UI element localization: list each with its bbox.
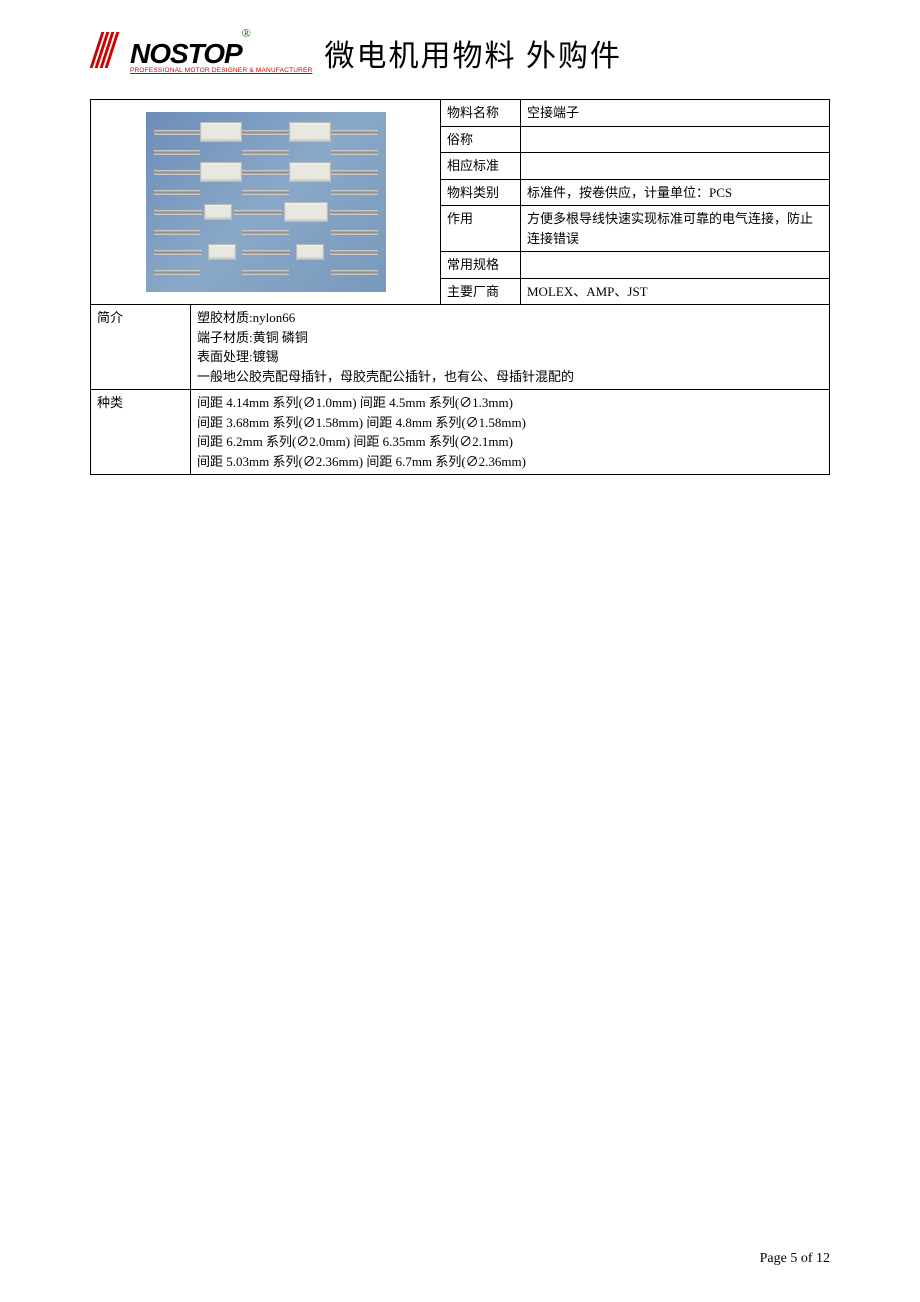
table-row: 物料名称 空接端子 — [91, 100, 830, 127]
common-name-value — [521, 126, 830, 153]
manufacturer-label: 主要厂商 — [441, 278, 521, 305]
material-name-value: 空接端子 — [521, 100, 830, 127]
logo-stripes-icon — [90, 30, 126, 74]
logo-subtitle: PROFESSIONAL MOTOR DESIGNER & MANUFACTUR… — [130, 67, 312, 74]
category-label: 物料类别 — [441, 179, 521, 206]
common-spec-label: 常用规格 — [441, 252, 521, 279]
types-label: 种类 — [91, 390, 191, 475]
logo-block: NOSTOP® PROFESSIONAL MOTOR DESIGNER & MA… — [90, 30, 312, 74]
logo-main-text: NOSTOP — [130, 38, 242, 69]
table-row: 简介 塑胶材质:nylon66 端子材质:黄铜 磷铜 表面处理:镀锡 一般地公胶… — [91, 305, 830, 390]
page-title: 微电机用物料 外购件 — [324, 42, 622, 74]
spec-table: 物料名称 空接端子 俗称 相应标准 物料类别 标准件，按卷供应，计量单位：PCS… — [90, 99, 830, 475]
standard-value — [521, 153, 830, 180]
material-name-label: 物料名称 — [441, 100, 521, 127]
intro-value: 塑胶材质:nylon66 端子材质:黄铜 磷铜 表面处理:镀锡 一般地公胶壳配母… — [191, 305, 830, 390]
table-row: 种类 间距 4.14mm 系列(∅1.0mm) 间距 4.5mm 系列(∅1.3… — [91, 390, 830, 475]
page-footer: Page 5 of 12 — [760, 1251, 830, 1267]
common-spec-value — [521, 252, 830, 279]
page-container: NOSTOP® PROFESSIONAL MOTOR DESIGNER & MA… — [0, 0, 920, 475]
logo-text: NOSTOP® PROFESSIONAL MOTOR DESIGNER & MA… — [130, 40, 312, 74]
product-image-cell — [91, 100, 441, 305]
product-image — [146, 112, 386, 292]
registered-icon: ® — [242, 26, 251, 40]
function-value: 方便多根导线快速实现标准可靠的电气连接，防止连接错误 — [521, 206, 830, 252]
function-label: 作用 — [441, 206, 521, 252]
types-value: 间距 4.14mm 系列(∅1.0mm) 间距 4.5mm 系列(∅1.3mm)… — [191, 390, 830, 475]
intro-label: 简介 — [91, 305, 191, 390]
manufacturer-value: MOLEX、AMP、JST — [521, 278, 830, 305]
standard-label: 相应标准 — [441, 153, 521, 180]
category-value: 标准件，按卷供应，计量单位：PCS — [521, 179, 830, 206]
common-name-label: 俗称 — [441, 126, 521, 153]
page-header: NOSTOP® PROFESSIONAL MOTOR DESIGNER & MA… — [90, 30, 830, 74]
